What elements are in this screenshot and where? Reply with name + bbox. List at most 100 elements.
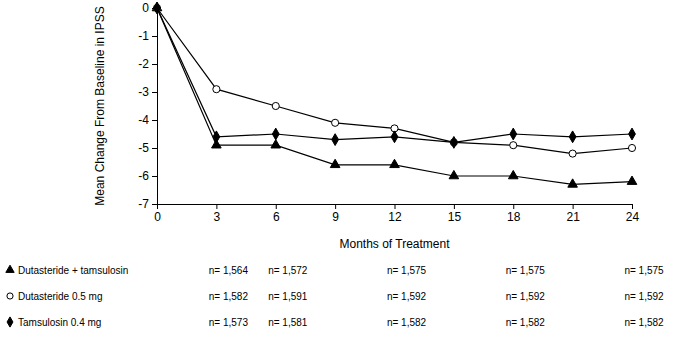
legend-label: Tamsulosin 0.4 mg xyxy=(18,317,101,328)
series-marker xyxy=(510,128,517,140)
x-tick: 6 xyxy=(273,204,280,224)
n-label: n= 1,575 xyxy=(506,265,546,276)
x-axis-line xyxy=(158,205,633,210)
y-tick-label: -2 xyxy=(138,57,149,71)
x-tick-mark xyxy=(157,204,158,209)
legend-label: Dutasteride + tamsulosin xyxy=(18,265,128,276)
x-axis: 0 3 6 9 12 15 18 21 24 xyxy=(154,204,639,224)
series-line xyxy=(157,8,632,184)
x-tick-label: 3 xyxy=(214,210,221,224)
x-tick: 15 xyxy=(448,204,462,224)
x-tick-mark xyxy=(632,204,633,209)
series-marker xyxy=(508,170,518,178)
y-tick-mark xyxy=(152,64,157,65)
x-tick-mark xyxy=(513,204,514,209)
series-marker xyxy=(272,128,279,140)
n-label: n= 1,575 xyxy=(624,265,664,276)
y-tick-label: -6 xyxy=(138,169,149,183)
y-tick-mark xyxy=(152,176,157,177)
y-tick: -2 xyxy=(138,57,157,71)
series-marker xyxy=(332,119,339,126)
series-marker xyxy=(390,159,400,167)
n-label: n= 1,572 xyxy=(268,265,308,276)
n-label: n= 1,592 xyxy=(624,291,664,302)
series-line xyxy=(157,8,632,154)
x-tick-label: 0 xyxy=(154,210,161,224)
y-tick-label: -4 xyxy=(138,113,149,127)
n-label: n= 1,573 xyxy=(209,317,249,328)
y-tick-mark xyxy=(152,204,157,205)
chart: 0 -1 -2 -3 -4 -5 -6 -7 0 3 6 9 12 15 18 21 24 Mean Change… xyxy=(0,0,675,341)
y-tick-label: -5 xyxy=(138,141,149,155)
x-tick: 24 xyxy=(626,204,640,224)
series-marker xyxy=(569,131,576,143)
series-marker xyxy=(628,144,635,151)
series-marker xyxy=(629,128,636,140)
n-label: n= 1,592 xyxy=(506,291,546,302)
series-marker xyxy=(568,179,578,187)
n-label: n= 1,591 xyxy=(268,291,308,302)
n-label: n= 1,582 xyxy=(506,317,546,328)
legend-marker xyxy=(7,293,13,299)
y-tick: -4 xyxy=(138,113,157,127)
x-tick-mark xyxy=(395,204,396,209)
series-marker xyxy=(272,102,279,109)
n-label: n= 1,564 xyxy=(209,265,249,276)
series-marker xyxy=(330,159,340,167)
legend-marker xyxy=(6,265,14,272)
x-tick-label: 21 xyxy=(566,210,580,224)
series-marker xyxy=(627,176,637,184)
n-label: n= 1,582 xyxy=(624,317,664,328)
series-marker xyxy=(213,131,220,143)
plot-area xyxy=(152,2,637,187)
y-tick: -5 xyxy=(138,141,157,155)
x-tick-mark xyxy=(335,204,336,209)
y-axis-title: Mean Change From Baseline in IPSS xyxy=(93,6,107,205)
y-tick-label: -3 xyxy=(138,85,149,99)
series-marker xyxy=(332,134,339,146)
x-tick-label: 6 xyxy=(273,210,280,224)
x-tick-label: 18 xyxy=(507,210,521,224)
series-marker xyxy=(271,140,281,148)
y-tick-label: 0 xyxy=(142,1,149,15)
x-tick-label: 24 xyxy=(626,210,640,224)
y-tick: -3 xyxy=(138,85,157,99)
series-marker xyxy=(449,170,459,178)
n-label: n= 1,575 xyxy=(387,265,427,276)
x-tick: 3 xyxy=(214,204,221,224)
x-tick-mark xyxy=(573,204,574,209)
x-tick-mark xyxy=(276,204,277,209)
x-tick-label: 12 xyxy=(388,210,402,224)
x-tick-mark xyxy=(454,204,455,209)
y-tick-mark xyxy=(152,148,157,149)
y-tick-label: -7 xyxy=(138,197,149,211)
n-label: n= 1,592 xyxy=(387,291,427,302)
y-tick: -1 xyxy=(138,29,157,43)
series-line xyxy=(157,8,632,142)
n-label: n= 1,582 xyxy=(387,317,427,328)
x-tick-label: 15 xyxy=(448,210,462,224)
series-marker xyxy=(391,131,398,143)
x-tick: 12 xyxy=(388,204,402,224)
x-tick-label: 9 xyxy=(332,210,339,224)
x-axis-title: Months of Treatment xyxy=(339,237,450,251)
x-tick: 18 xyxy=(507,204,521,224)
legend-label: Dutasteride 0.5 mg xyxy=(18,291,103,302)
series-marker xyxy=(154,2,161,14)
y-axis: 0 -1 -2 -3 -4 -5 -6 -7 xyxy=(138,1,157,211)
series-marker xyxy=(213,86,220,93)
y-axis-line xyxy=(152,9,158,205)
series-marker xyxy=(510,142,517,149)
series-marker xyxy=(450,137,457,149)
x-tick: 9 xyxy=(332,204,339,224)
y-tick: -6 xyxy=(138,169,157,183)
legend-marker xyxy=(7,317,13,327)
n-label: n= 1,581 xyxy=(268,317,308,328)
y-tick-mark xyxy=(152,36,157,37)
n-label: n= 1,582 xyxy=(209,291,249,302)
x-tick: 0 xyxy=(154,204,161,224)
y-tick-mark xyxy=(152,92,157,93)
y-tick-label: -1 xyxy=(138,29,149,43)
y-tick-mark xyxy=(152,120,157,121)
series-marker xyxy=(569,150,576,157)
